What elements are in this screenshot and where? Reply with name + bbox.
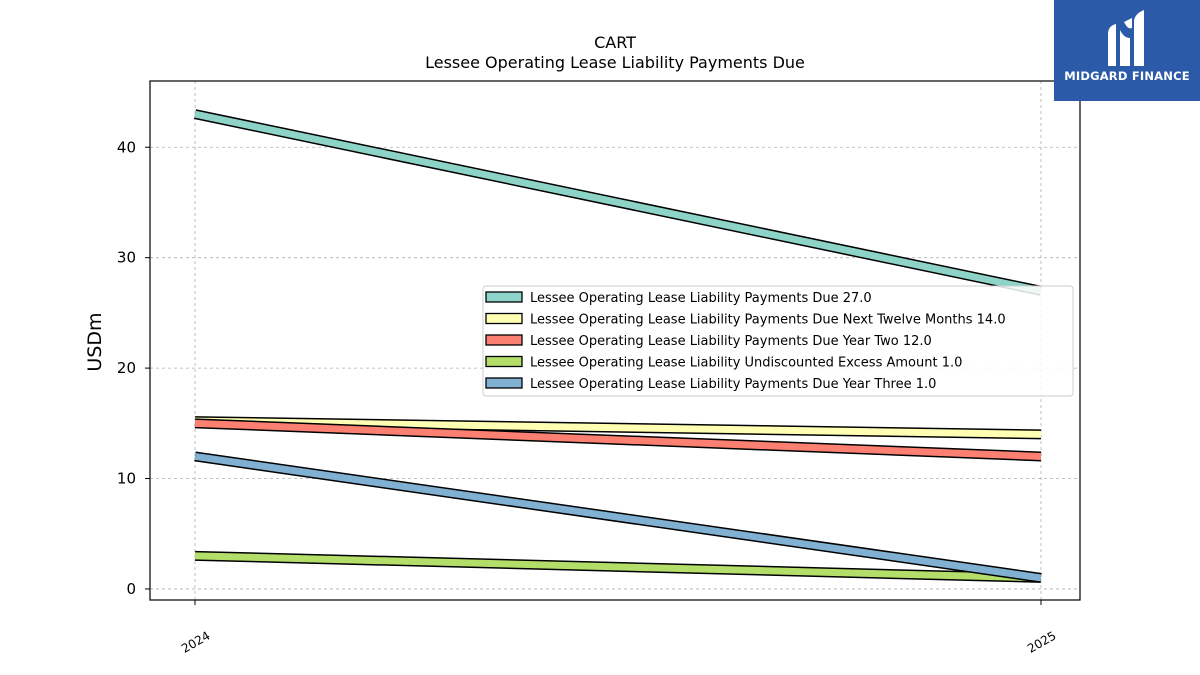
legend-label: Lessee Operating Lease Liability Undisco… <box>530 356 962 371</box>
series-line-fill <box>194 419 1042 460</box>
series-line-fill <box>194 417 1042 438</box>
chart-subtitle: Lessee Operating Lease Liability Payment… <box>425 53 805 72</box>
series-line <box>194 416 1042 440</box>
series-line <box>194 451 1042 583</box>
y-axis-ticks: 0 10 20 30 40 <box>117 138 150 598</box>
x-axis-ticks: 2024 2025 <box>179 600 1059 656</box>
legend-swatch <box>485 291 523 303</box>
plot-area-frame <box>149 80 1081 601</box>
series-line-fill <box>194 552 1042 582</box>
legend-label: Lessee Operating Lease Liability Payment… <box>530 291 872 306</box>
midgard-finance-logo: MIDGARD FINANCE <box>1054 0 1200 101</box>
y-tick-label: 0 <box>126 580 136 598</box>
legend-swatch <box>485 312 523 325</box>
chart-title: CART <box>594 33 636 52</box>
logo-text: MIDGARD FINANCE <box>1064 69 1190 83</box>
y-tick-label: 30 <box>117 249 136 267</box>
legend: Lessee Operating Lease Liability Payment… <box>482 285 1074 397</box>
y-tick-label: 40 <box>117 138 136 156</box>
x-tick-label: 2024 <box>179 628 212 655</box>
series-line <box>194 418 1042 462</box>
series-line-fill <box>194 452 1042 582</box>
legend-swatch <box>485 334 523 346</box>
legend-label: Lessee Operating Lease Liability Payment… <box>530 313 1006 328</box>
legend-label: Lessee Operating Lease Liability Payment… <box>530 334 932 349</box>
legend-swatch <box>485 355 523 368</box>
y-tick-label: 10 <box>117 470 136 488</box>
midgard-finance-logo-icon <box>1108 10 1144 66</box>
y-tick-label: 20 <box>117 359 136 377</box>
series-line <box>193 109 1043 296</box>
legend-box <box>482 285 1074 397</box>
legend-swatch <box>485 377 523 389</box>
x-tick-label: 2025 <box>1025 628 1058 655</box>
series-line-fill <box>194 110 1042 295</box>
legend-items: Lessee Operating Lease Liability Payment… <box>485 291 1006 392</box>
legend-label: Lessee Operating Lease Liability Payment… <box>530 377 936 392</box>
series-lines <box>193 109 1043 583</box>
y-axis-label: USDm <box>84 312 106 371</box>
